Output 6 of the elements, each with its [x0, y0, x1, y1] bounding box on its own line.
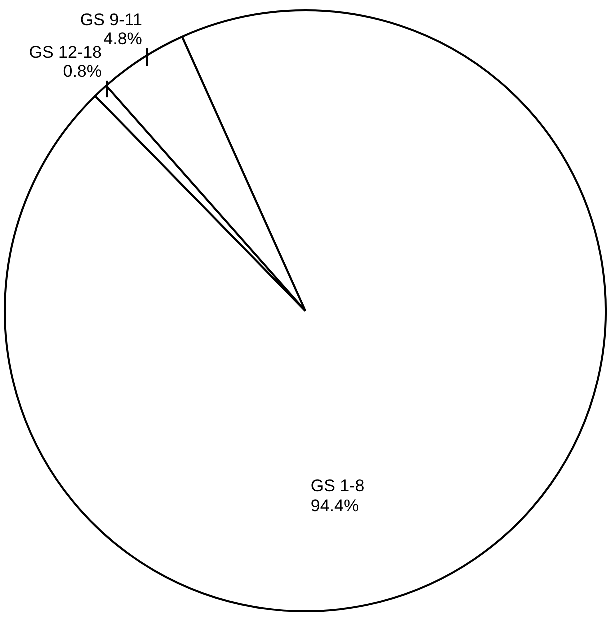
- slice-label: GS 1-8: [310, 476, 365, 496]
- data-label: 4.8%: [104, 30, 142, 49]
- data-label: 0.8%: [63, 62, 102, 81]
- slice-label: GS 12-18: [29, 42, 102, 62]
- data-label: 94.4%: [310, 496, 360, 516]
- slice-label: GS 9-11: [80, 10, 142, 30]
